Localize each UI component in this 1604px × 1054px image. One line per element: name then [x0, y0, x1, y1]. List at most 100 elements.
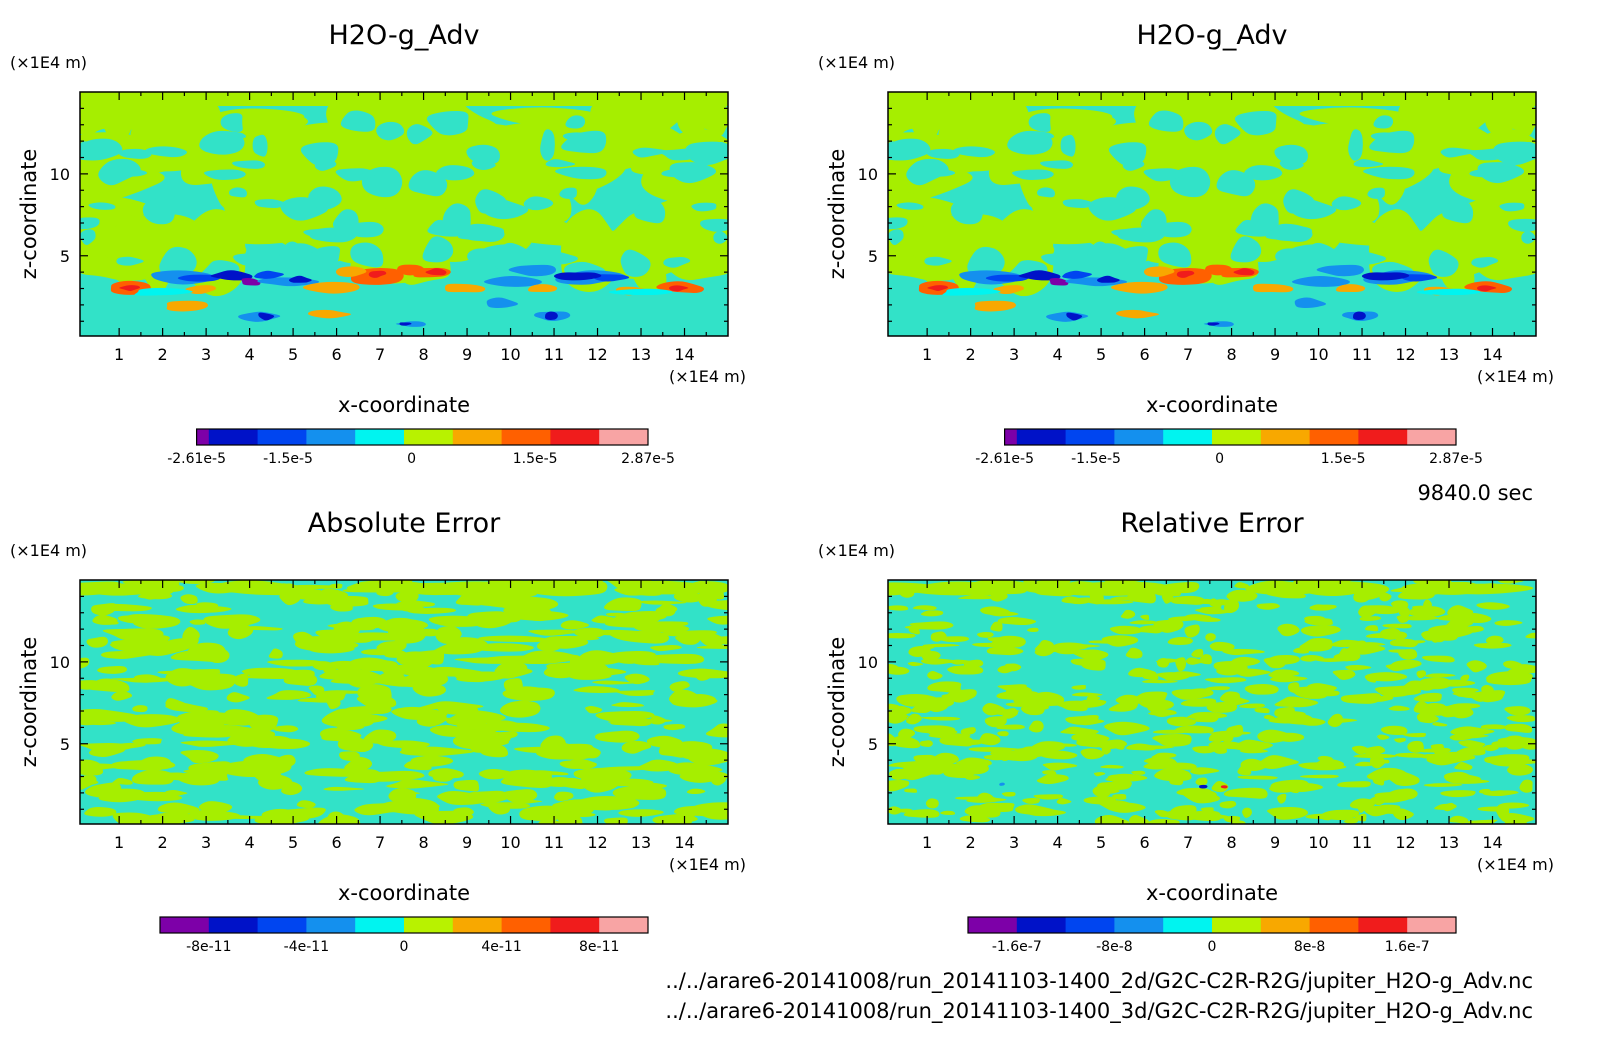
- x-tick-label: 9: [462, 345, 472, 364]
- field-region: [567, 672, 612, 680]
- field-region: [615, 689, 656, 696]
- colorbar-swatch: [1309, 429, 1359, 445]
- colorbar-swatch: [1004, 429, 1018, 445]
- field-region: [634, 200, 666, 224]
- field-region: [1209, 641, 1235, 652]
- field-region: [1430, 743, 1445, 756]
- x-tick-label: 11: [544, 345, 564, 364]
- field-region: [493, 731, 518, 739]
- field-region: [1290, 713, 1313, 722]
- field-region: [1065, 715, 1099, 725]
- field-region: [638, 621, 689, 628]
- field-region: [1358, 642, 1386, 647]
- field-region: [1345, 643, 1386, 655]
- field-region: [1001, 791, 1016, 797]
- x-tick-label: 12: [587, 833, 607, 852]
- field-region: [953, 146, 995, 158]
- field-region: [931, 752, 959, 768]
- file-path-3d: ../../arare6-20141008/run_20141103-1400_…: [665, 999, 1533, 1024]
- field-region: [1195, 777, 1208, 786]
- field-region: [399, 322, 412, 326]
- x-tick-label: 5: [1096, 345, 1106, 364]
- field-region: [1206, 701, 1238, 713]
- field-region: [913, 754, 938, 767]
- field-region: [181, 721, 225, 730]
- field-region: [1484, 756, 1498, 764]
- field-region: [1267, 806, 1309, 820]
- field-region: [97, 665, 128, 674]
- field-region: [1250, 203, 1279, 231]
- field-region: [1377, 734, 1390, 740]
- field-region: [1329, 639, 1364, 648]
- field-region: [1098, 800, 1134, 812]
- field-region: [1023, 808, 1066, 817]
- field-region: [1115, 694, 1142, 705]
- field-region: [1345, 664, 1372, 671]
- field-region: [1317, 580, 1359, 594]
- field-region: [963, 659, 984, 670]
- field-region: [1270, 675, 1308, 683]
- field-region: [1151, 752, 1177, 759]
- field-region: [376, 740, 430, 749]
- field-region: [302, 281, 360, 294]
- field-region: [80, 229, 96, 246]
- field-region: [1423, 783, 1463, 787]
- field-region: [1022, 797, 1041, 804]
- y-tick-label: 10: [50, 165, 70, 184]
- field-region: [921, 716, 961, 721]
- field-region: [309, 227, 357, 243]
- field-region: [494, 242, 532, 273]
- field-region: [925, 798, 939, 809]
- plot-frame: [79, 91, 729, 337]
- x-tick-label: 6: [331, 345, 341, 364]
- field-region: [1438, 583, 1534, 595]
- field-region: [1367, 187, 1385, 199]
- field-region: [1382, 623, 1412, 629]
- field-region: [1033, 794, 1064, 800]
- field-region: [1007, 130, 1053, 155]
- field-region: [119, 285, 141, 291]
- field-region: [941, 693, 960, 700]
- field-region: [1226, 589, 1258, 602]
- colorbar-swatch: [1163, 429, 1213, 445]
- field-region: [363, 729, 397, 744]
- x-tick-label: 3: [201, 833, 211, 852]
- field-region: [1351, 745, 1370, 755]
- heatmap-field: [888, 92, 1536, 336]
- y-axis-label: z-coordinate: [17, 149, 41, 280]
- field-region: [175, 604, 232, 614]
- field-region: [1458, 740, 1486, 748]
- field-region: [697, 94, 728, 137]
- field-region: [1211, 781, 1229, 793]
- field-region: [1440, 147, 1478, 158]
- field-region: [696, 645, 728, 649]
- x-tick-label: 3: [201, 345, 211, 364]
- field-region: [1460, 674, 1470, 681]
- colorbar-swatch: [452, 429, 503, 445]
- field-region: [1020, 704, 1045, 716]
- field-region: [1034, 646, 1055, 657]
- colorbar-swatch: [1114, 429, 1164, 445]
- field-region: [888, 217, 908, 230]
- colorbar: -2.61e-5 -1.5e-5 0 1.5e-5 2.87e-5: [975, 428, 1483, 467]
- field-region: [1107, 774, 1129, 781]
- field-region: [602, 193, 640, 202]
- field-region: [455, 671, 508, 682]
- field-region: [519, 805, 571, 822]
- field-region: [180, 750, 219, 764]
- field-region: [1471, 256, 1499, 268]
- field-region: [279, 241, 319, 271]
- field-region: [1413, 692, 1442, 702]
- y-unit-label: (×1E4 m): [818, 53, 895, 72]
- field-region: [475, 189, 507, 214]
- field-region: [422, 236, 454, 263]
- field-region: [1353, 159, 1384, 168]
- field-region: [1093, 772, 1106, 777]
- field-region: [560, 620, 589, 630]
- field-region: [1525, 632, 1536, 639]
- field-region: [1060, 134, 1076, 157]
- field-region: [252, 134, 268, 157]
- field-region: [319, 727, 347, 741]
- field-region: [663, 723, 686, 731]
- field-region: [1116, 186, 1150, 210]
